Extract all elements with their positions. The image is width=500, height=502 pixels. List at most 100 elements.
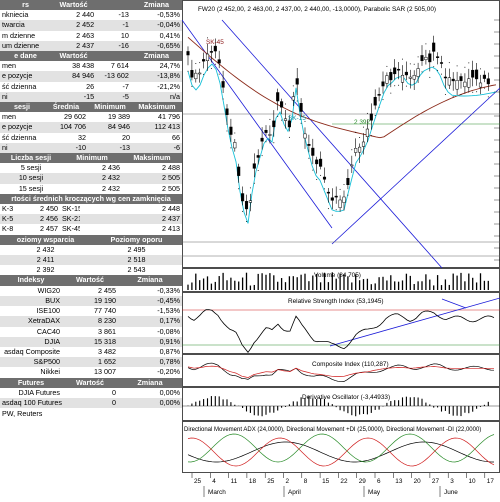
date-tick-label: 3 — [450, 478, 454, 485]
table-row: men 38 438 7 614 24,7% — [0, 61, 182, 71]
candle-body — [229, 126, 233, 135]
candle-body — [264, 129, 268, 133]
sar-dot — [281, 119, 283, 121]
sar-dot — [448, 62, 450, 64]
table-cell: 0,78% — [118, 357, 182, 368]
sk45-line — [187, 36, 497, 139]
candle-body — [420, 55, 424, 61]
table-cell: asdaq Composite — [4, 346, 60, 356]
table-cell: -1 — [96, 20, 131, 31]
sar-dot — [476, 91, 478, 93]
candle-body — [315, 159, 319, 165]
adx-line — [187, 441, 494, 463]
sar-dot — [359, 136, 361, 138]
sar-dot — [207, 37, 208, 39]
candle-body — [326, 191, 330, 194]
table-row: K-3 2 450 SK-15 2 448 — [0, 204, 182, 214]
sar-dot — [230, 147, 232, 149]
candle-body — [451, 78, 455, 82]
table-cell: 8 230 — [62, 316, 118, 327]
sar-dot — [269, 118, 271, 120]
table-cell: 2 518 — [91, 255, 182, 266]
table-cell: 2 432 — [102, 183, 120, 193]
table-cell: 10 sesji — [0, 173, 62, 184]
sar-dot — [277, 115, 279, 117]
table-cell: 2 543 — [127, 265, 146, 275]
candle-body — [350, 164, 354, 167]
table-cell: Nikkei — [40, 367, 60, 377]
table-cell: 66 — [172, 132, 180, 142]
table-cell: ść dzienna — [2, 132, 37, 142]
table-cell: 3 861 — [98, 326, 116, 336]
table-cell: 2 450 — [40, 204, 58, 214]
sar-dot — [452, 96, 454, 98]
candle-body — [291, 96, 295, 101]
rsi-trend — [329, 297, 500, 347]
sar-dot — [413, 63, 415, 65]
candle-body — [217, 59, 221, 64]
candle-body — [385, 75, 389, 84]
table-cell: m dzienne — [2, 30, 36, 40]
candle-body — [283, 118, 288, 121]
table-cell: 19 190 — [62, 295, 118, 307]
table-row: asdaq Composite 3 482 0,87% — [0, 347, 182, 357]
table-cell: K-8 — [2, 224, 14, 234]
month-label: April — [288, 489, 301, 496]
minus-di-line — [187, 437, 495, 467]
table-cell: -0,65% — [130, 40, 182, 52]
column-header: Zmiana — [130, 51, 182, 62]
candle-body — [256, 155, 260, 158]
table-cell: CAC40 — [36, 326, 60, 336]
column-header — [96, 51, 131, 62]
table-t8: Futures Wartość Zmiana DJIA Futures 0 0,00% as… — [0, 377, 182, 409]
candle-body — [276, 92, 280, 102]
table-cell: ść dzienna — [2, 81, 37, 91]
table-row: 2 432 2 495 — [0, 245, 182, 255]
table-cell: -21,2% — [157, 81, 180, 91]
trend-line — [331, 87, 500, 245]
table-cell: 7 614 — [110, 61, 129, 71]
table-row: 2 411 2 518 — [0, 255, 182, 266]
sar-dot — [288, 136, 290, 138]
column-header: Średnia — [44, 102, 88, 113]
candle-body — [213, 45, 217, 52]
column-header: Maksimum — [132, 102, 182, 113]
table-cell: SK-21 — [60, 214, 80, 225]
sar-dot — [421, 71, 423, 73]
table-cell: K-5 — [0, 214, 20, 225]
table-cell: 29 602 — [64, 112, 86, 122]
candle-body — [225, 108, 229, 115]
candle-body — [439, 62, 444, 64]
candle-body — [393, 67, 397, 75]
table-cell: um dzienne — [0, 40, 52, 52]
table-cell: 0 — [62, 397, 118, 409]
candle-body — [432, 42, 436, 52]
candle-body — [299, 103, 303, 112]
sar-dot — [327, 208, 329, 210]
sar-dot — [444, 94, 446, 96]
table-cell: 2 448 — [162, 204, 180, 214]
candle-body — [397, 68, 401, 71]
sar-dot — [398, 84, 400, 86]
candle-body — [330, 197, 334, 201]
candle-body — [354, 148, 358, 153]
table-cell: 112 413 — [132, 122, 182, 133]
table-cell: DJIA Futures — [18, 387, 60, 397]
level-label: 2 392 — [354, 119, 370, 126]
sar-dot — [257, 169, 259, 171]
column-header: e dane — [0, 51, 52, 62]
candle-body — [436, 56, 440, 58]
table-cell: 84 946 — [88, 122, 132, 133]
candle-body — [443, 76, 447, 79]
table-row: 15 sesji 2 432 2 505 — [0, 184, 182, 194]
table-cell: 0,17% — [118, 316, 182, 327]
sar-dot — [405, 85, 407, 87]
candle-body — [373, 96, 377, 106]
table-cell: 2 505 — [122, 173, 182, 184]
sar-dot — [487, 96, 489, 98]
table-cell: 0,00% — [118, 397, 182, 409]
candle-body — [338, 199, 342, 208]
dmi-title: Directional Movement ADX (24,0000), Dire… — [184, 427, 481, 433]
date-tick-label: 11 — [231, 478, 238, 485]
candle-body — [377, 94, 381, 96]
